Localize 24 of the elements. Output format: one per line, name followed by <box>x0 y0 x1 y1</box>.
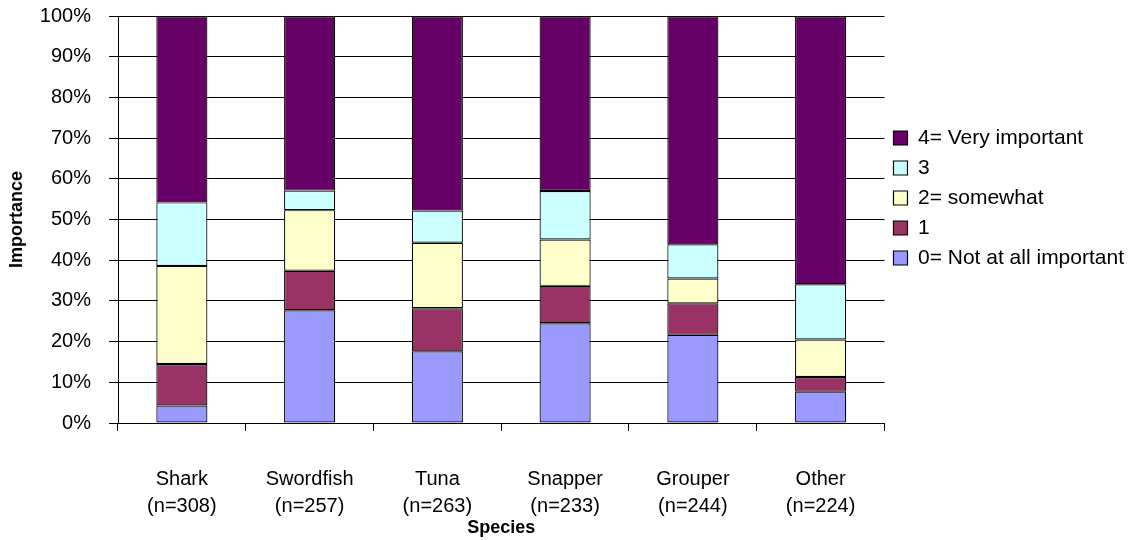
y-tick-label: 10% <box>50 369 92 392</box>
y-tick-label: 0% <box>62 410 92 433</box>
y-tick-label: 40% <box>50 247 92 270</box>
y-tick-label: 20% <box>50 329 92 352</box>
legend-label: 1 <box>917 214 930 238</box>
x-tick-label: Snapper (n=233) <box>527 467 604 517</box>
y-tick-label: 100% <box>39 3 92 26</box>
x-axis-title: Species <box>467 517 536 538</box>
legend-label: 2= somewhat <box>917 184 1044 208</box>
legend-label: 3 <box>917 154 930 178</box>
y-tick-label: 30% <box>50 288 92 311</box>
x-tick-label: Shark (n=308) <box>147 467 217 517</box>
y-axis-title: Importance <box>5 170 26 269</box>
legend-label: 0= Not at all important <box>917 244 1125 268</box>
y-tick-label: 60% <box>50 166 92 189</box>
legend-label: 4= Very important <box>917 124 1084 148</box>
x-tick-label: Grouper (n=244) <box>656 467 730 517</box>
y-tick-label: 80% <box>50 84 92 107</box>
x-tick-label: Swordfish (n=257) <box>265 467 354 517</box>
y-tick-label: 70% <box>50 125 92 148</box>
x-tick-label: Other (n=224) <box>785 467 856 517</box>
x-tick-label: Tuna (n=263) <box>402 467 473 517</box>
y-tick-label: 90% <box>50 44 92 67</box>
y-tick-label: 50% <box>50 207 92 230</box>
